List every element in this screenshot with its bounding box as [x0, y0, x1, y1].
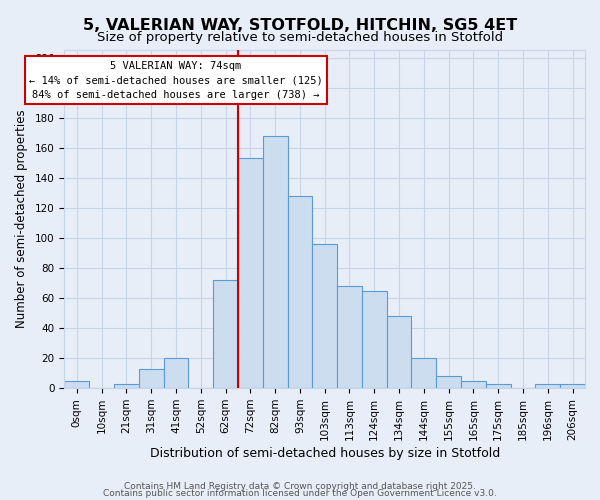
Bar [436, 376, 461, 388]
Bar [486, 384, 511, 388]
Bar [337, 286, 362, 388]
Bar [263, 136, 287, 388]
Text: Contains HM Land Registry data © Crown copyright and database right 2025.: Contains HM Land Registry data © Crown c… [124, 482, 476, 491]
X-axis label: Distribution of semi-detached houses by size in Stotfold: Distribution of semi-detached houses by … [149, 447, 500, 460]
Y-axis label: Number of semi-detached properties: Number of semi-detached properties [15, 110, 28, 328]
Bar [64, 380, 89, 388]
Bar [114, 384, 139, 388]
Bar [213, 280, 238, 388]
Text: Contains public sector information licensed under the Open Government Licence v3: Contains public sector information licen… [103, 489, 497, 498]
Bar [139, 368, 164, 388]
Text: Size of property relative to semi-detached houses in Stotfold: Size of property relative to semi-detach… [97, 31, 503, 44]
Bar [412, 358, 436, 388]
Bar [386, 316, 412, 388]
Text: 5, VALERIAN WAY, STOTFOLD, HITCHIN, SG5 4ET: 5, VALERIAN WAY, STOTFOLD, HITCHIN, SG5 … [83, 18, 517, 32]
Bar [461, 380, 486, 388]
Text: 5 VALERIAN WAY: 74sqm
← 14% of semi-detached houses are smaller (125)
84% of sem: 5 VALERIAN WAY: 74sqm ← 14% of semi-deta… [29, 60, 323, 100]
Bar [313, 244, 337, 388]
Bar [164, 358, 188, 388]
Bar [238, 158, 263, 388]
Bar [560, 384, 585, 388]
Bar [287, 196, 313, 388]
Bar [535, 384, 560, 388]
Bar [362, 290, 386, 388]
